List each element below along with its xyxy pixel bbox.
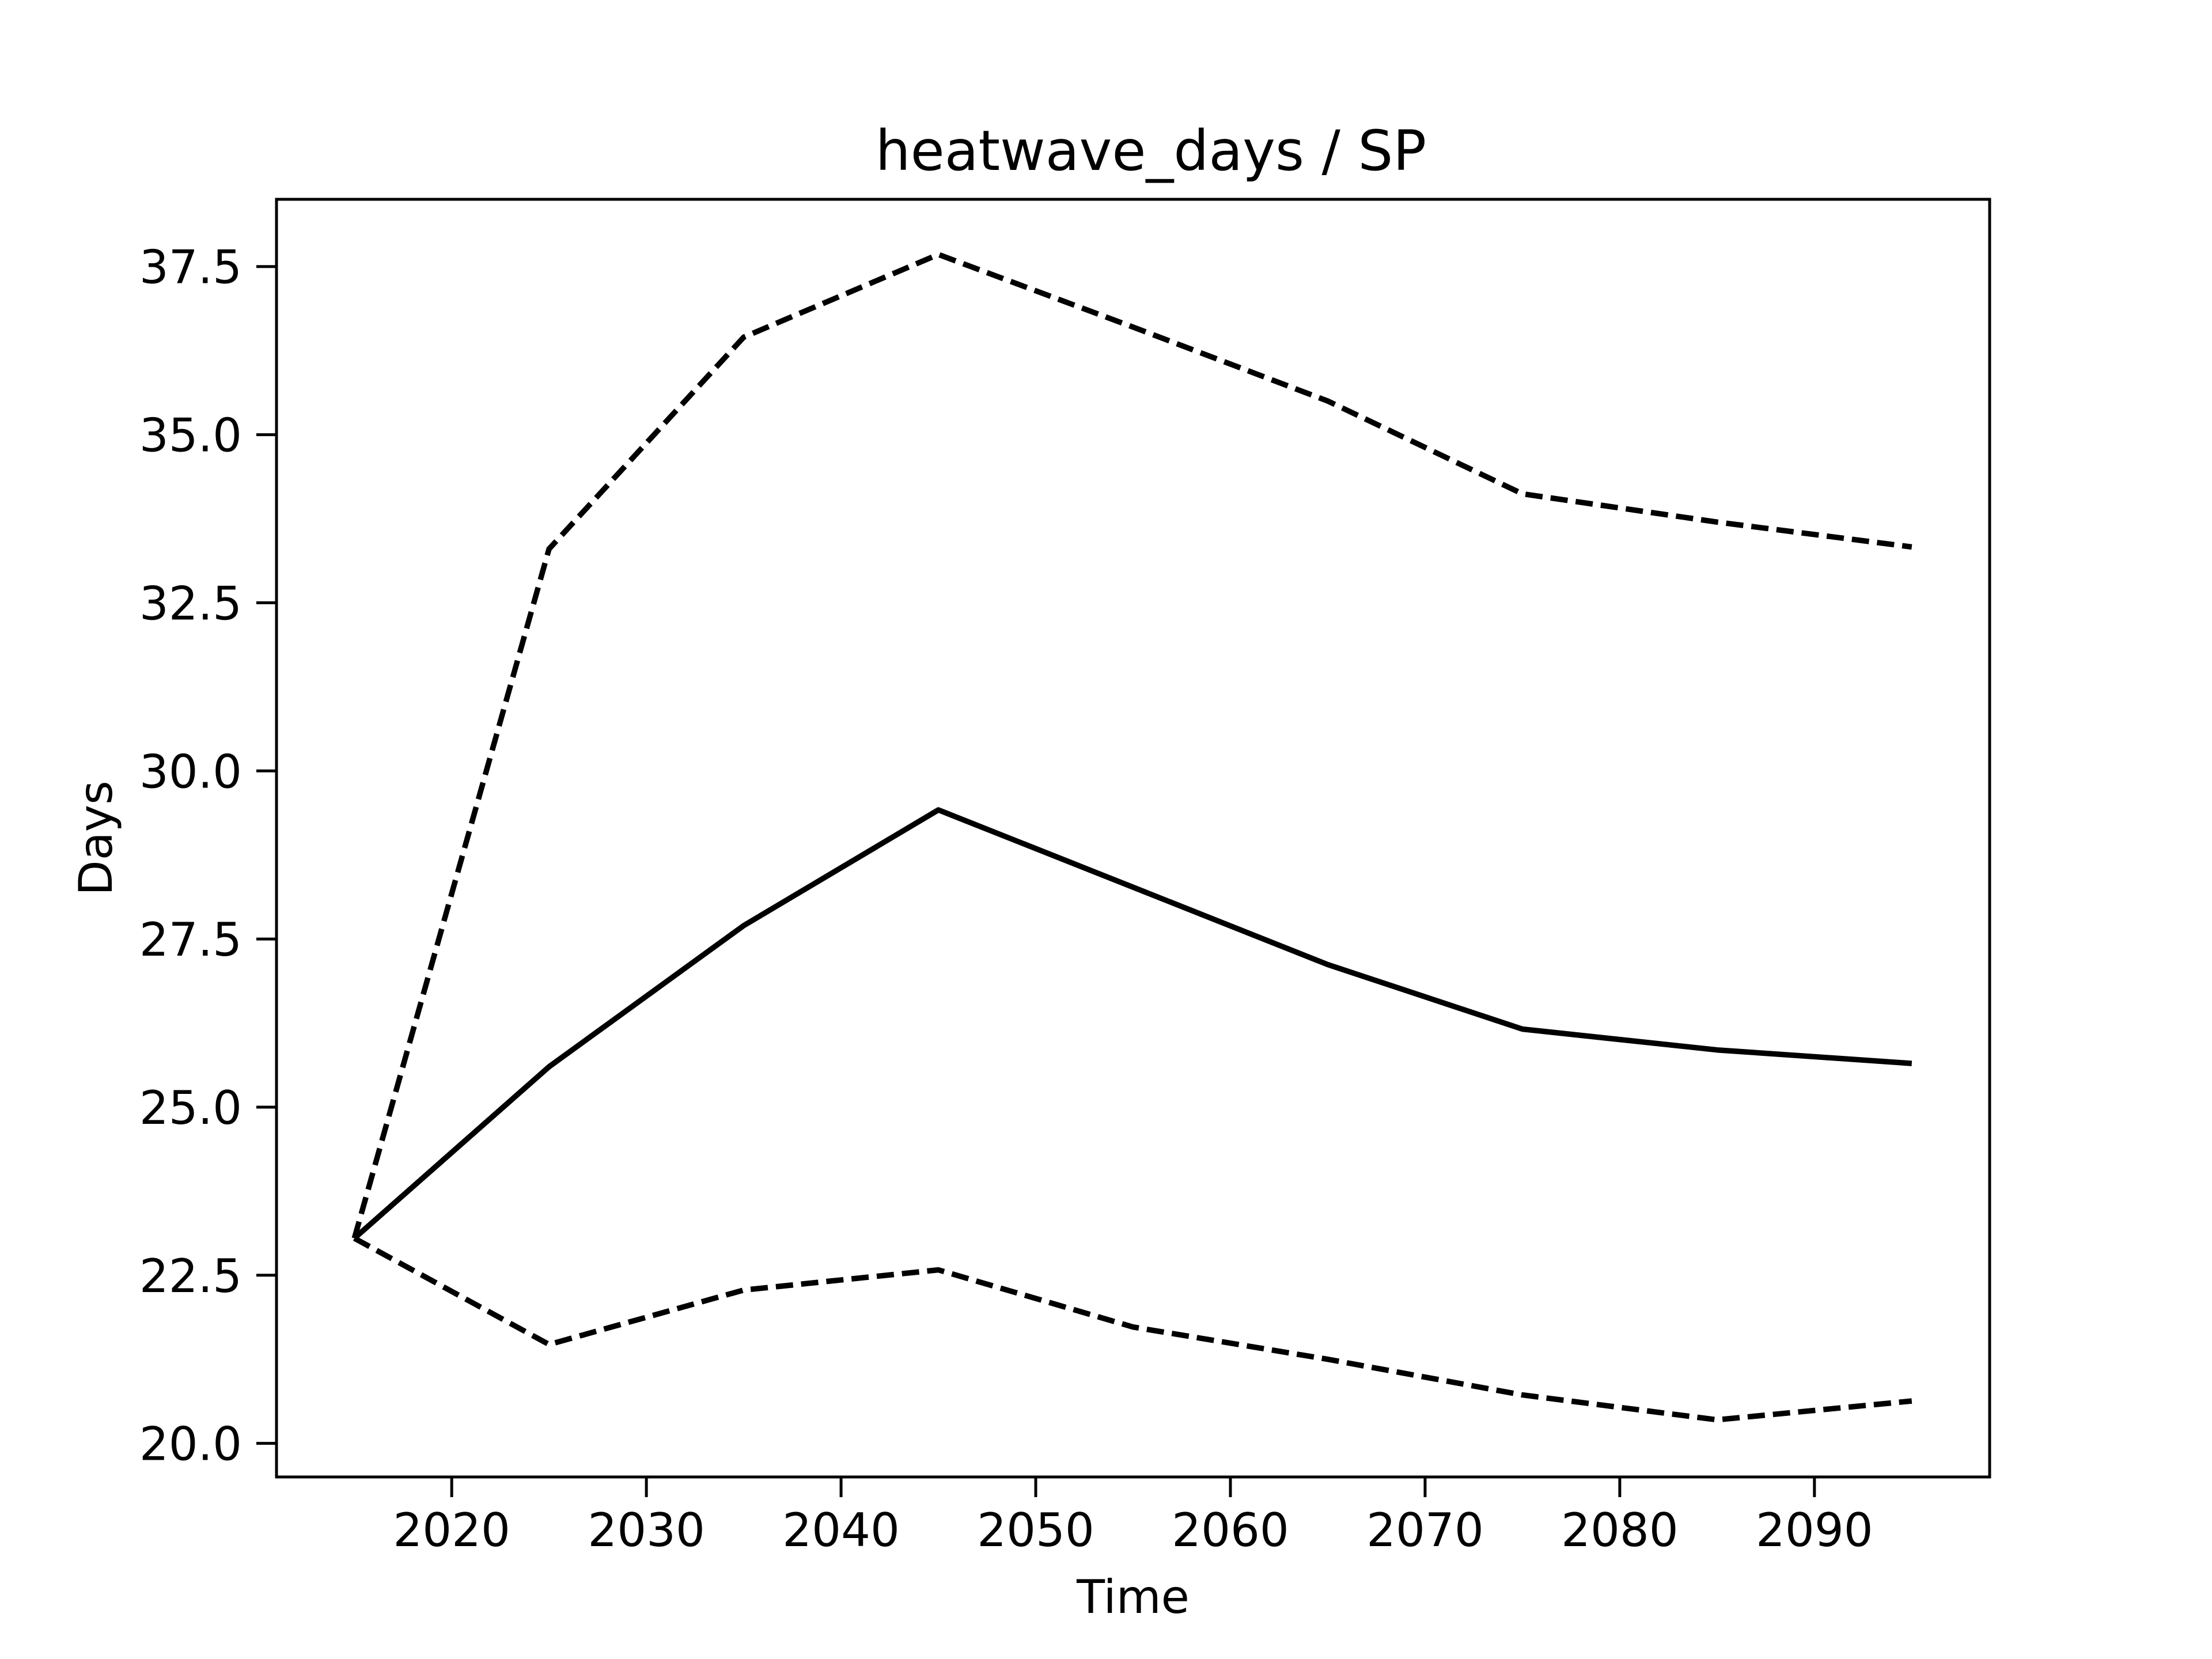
- series-line-lower: [353, 1236, 1912, 1423]
- y-axis-label: Days: [69, 781, 123, 896]
- x-axis-label: Time: [1076, 1570, 1190, 1624]
- y-tick-label: 37.5: [139, 241, 242, 294]
- x-tick-label: 2030: [588, 1503, 705, 1557]
- y-tick-label: 20.0: [139, 1418, 242, 1471]
- series-line-upper: [351, 251, 1912, 1239]
- y-tick-label: 32.5: [139, 577, 242, 630]
- series-line-mean: [353, 807, 1912, 1241]
- x-tick-label: 2060: [1172, 1503, 1289, 1557]
- x-axis: 2020 2030 2040 2050 2060 2070 2080 2090: [393, 1477, 1873, 1557]
- y-tick-label: 25.0: [139, 1081, 242, 1135]
- x-tick-label: 2080: [1561, 1503, 1679, 1557]
- plot-frame: [275, 198, 1991, 1479]
- x-tick-label: 2040: [782, 1503, 900, 1557]
- x-tick-label: 2050: [977, 1503, 1094, 1557]
- series-layer: [351, 251, 1912, 1423]
- y-axis: 20.0 22.5 25.0 27.5 30.0 32.5 35.0 37.5: [139, 241, 276, 1471]
- x-tick-label: 2020: [393, 1503, 510, 1557]
- x-tick-label: 2090: [1756, 1503, 1873, 1557]
- y-tick-label: 35.0: [139, 409, 242, 463]
- y-tick-label: 30.0: [139, 745, 242, 798]
- chart-title: heatwave_days / SP: [876, 119, 1426, 183]
- x-tick-label: 2070: [1366, 1503, 1484, 1557]
- y-tick-label: 27.5: [139, 913, 242, 967]
- y-tick-label: 22.5: [139, 1249, 242, 1303]
